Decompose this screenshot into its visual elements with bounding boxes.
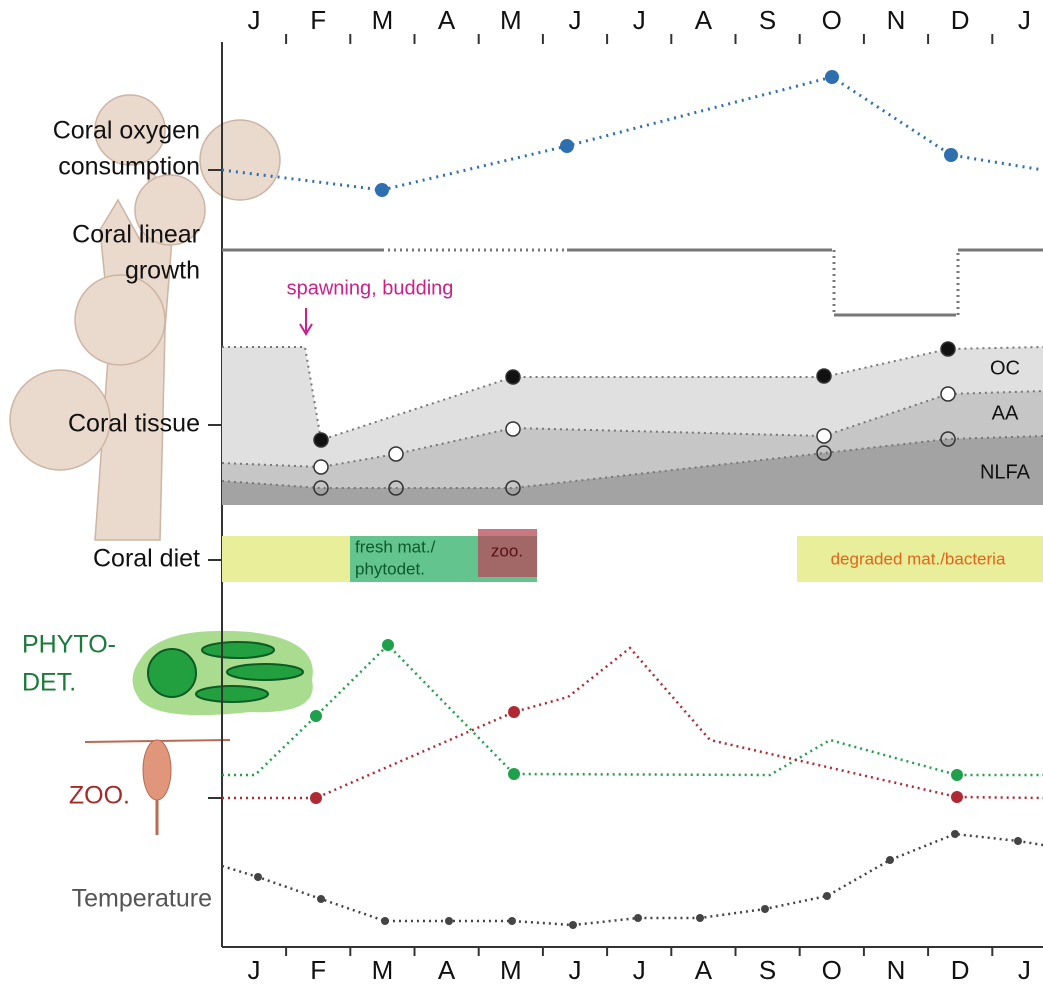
month-label: O [822,955,842,985]
oxygen-line [222,70,1043,197]
month-label: J [248,955,261,985]
month-label: J [248,5,261,35]
month-label: F [310,955,326,985]
month-label: S [759,955,776,985]
diet-label: fresh mat./ [355,537,436,556]
month-label: A [695,5,713,35]
row-label: DET. [22,669,76,697]
tissue-areas [222,342,1043,505]
month-label: J [633,955,646,985]
month-label: M [372,5,394,35]
diet-label: phytodet. [355,559,425,578]
tissue-label: NLFA [980,461,1031,483]
month-label: J [569,5,582,35]
row-label: Coral tissue [68,410,200,438]
row-label: growth [125,257,200,285]
tissue-label: OC [990,357,1020,379]
annotation: spawning, budding [287,277,454,299]
month-label: D [951,5,970,35]
row-label: consumption [58,153,200,181]
tissue-label: AA [992,402,1019,424]
month-label: A [438,955,456,985]
month-label: D [951,955,970,985]
diet-label: degraded mat./bacteria [831,549,1006,568]
month-label: J [1018,955,1031,985]
temperature-line [222,830,1043,929]
month-label: N [887,5,906,35]
month-label: J [633,5,646,35]
annotation-arrow [300,308,312,334]
figure: JJFFMMAAMMJJJJAASSOONNDDJJ Coral oxygen … [0,0,1043,986]
row-label: ZOO. [69,782,130,810]
month-label: M [500,955,522,985]
month-label: O [822,5,842,35]
row-label: Coral linear [72,221,200,249]
zoo-line [222,648,1043,804]
month-label: N [887,955,906,985]
month-label: J [1018,5,1031,35]
row-label: Coral oxygen [53,117,200,145]
month-label: A [438,5,456,35]
row-label: Coral diet [93,545,200,573]
row-label: Temperature [72,885,212,913]
diet-label: zoo. [491,541,523,560]
month-label: A [695,955,713,985]
phyto-line [222,639,1043,781]
month-label: M [372,955,394,985]
month-label: M [500,5,522,35]
month-label: J [569,955,582,985]
month-label: F [310,5,326,35]
row-label: PHYTO- [22,631,116,659]
month-label: S [759,5,776,35]
